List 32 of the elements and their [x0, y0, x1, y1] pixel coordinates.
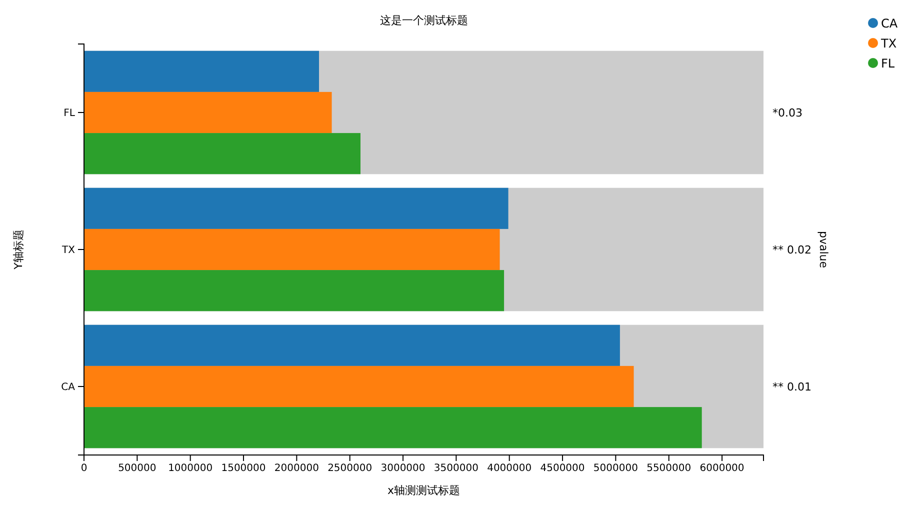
x-tick-label: 2500000 — [328, 463, 372, 474]
x-tick-label: 500000 — [118, 463, 156, 474]
y2-tick-label: ** 0.02 — [772, 244, 812, 256]
x-tick-label: 0 — [80, 463, 88, 474]
x-tick-label: 2000000 — [274, 463, 319, 474]
y2-tick-label: ** 0.01 — [772, 380, 812, 394]
bar — [84, 133, 360, 174]
x-tick-label: 4500000 — [540, 463, 585, 474]
bar — [84, 92, 332, 134]
x-tick-label: 3000000 — [380, 463, 426, 474]
x-tick-label: 5000000 — [593, 463, 638, 474]
chart-title: 这是一个测试标题 — [380, 14, 468, 27]
x-tick-label: 3500000 — [434, 463, 478, 474]
y2-axis-title: pvalue — [817, 230, 830, 268]
legend-label: CA — [881, 16, 898, 30]
x-axis-title: x轴测测试标题 — [387, 484, 460, 497]
x-tick-label: 1000000 — [168, 463, 213, 474]
bar — [84, 228, 500, 270]
legend-label: FL — [881, 56, 895, 70]
y2-tick-label: *0.03 — [772, 106, 802, 120]
bar — [84, 270, 504, 312]
y-tick-label: CA — [61, 382, 76, 393]
legend-label: TX — [880, 36, 897, 50]
y-axis-title: Y轴标题 — [12, 230, 25, 270]
bar — [84, 188, 508, 229]
y-tick-label: TX — [61, 245, 76, 256]
y-tick-label: FL — [64, 108, 76, 119]
bar — [84, 50, 320, 92]
x-tick-label: 5500000 — [646, 463, 692, 474]
x-tick-label: 6000000 — [700, 463, 744, 474]
x-tick-label: 4000000 — [487, 463, 532, 474]
x-tick-label: 1500000 — [221, 463, 266, 474]
